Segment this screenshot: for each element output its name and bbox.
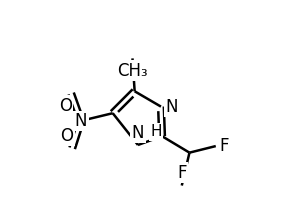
Text: O: O [60,127,73,145]
Text: CH₃: CH₃ [117,62,148,80]
Text: F: F [177,164,187,182]
Text: F: F [220,137,229,155]
Text: N: N [132,124,144,142]
Text: N: N [165,98,177,116]
Text: O: O [59,97,72,115]
Text: N: N [75,112,87,130]
Text: H: H [150,125,161,139]
